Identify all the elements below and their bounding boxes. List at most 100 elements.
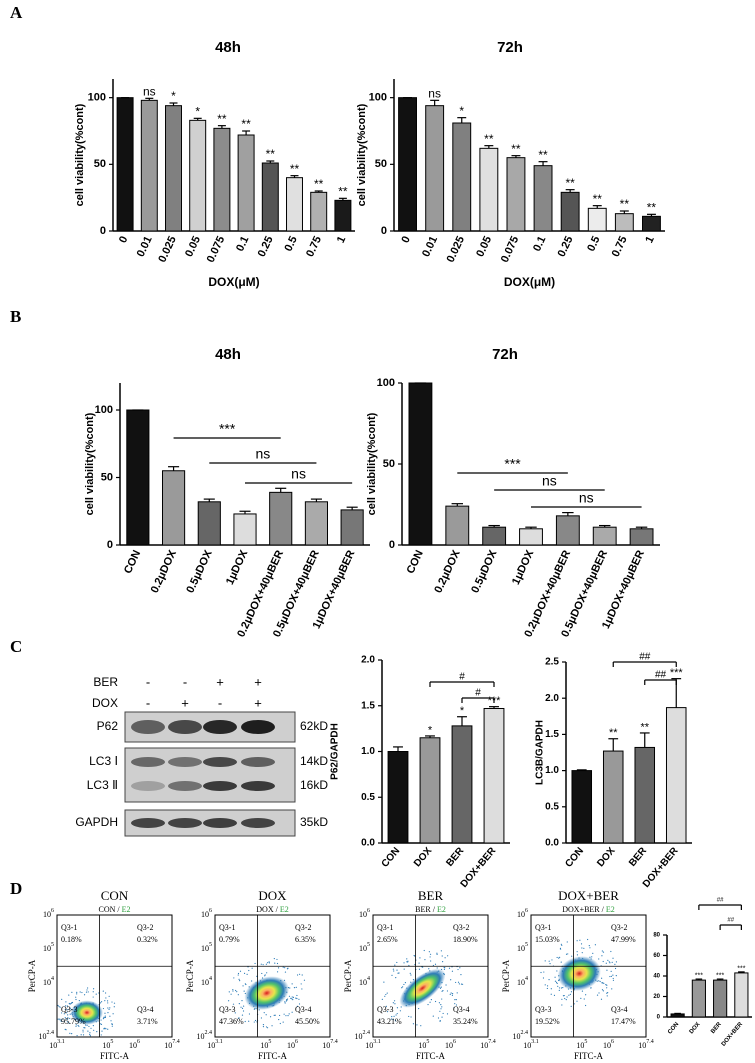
treatment-sign: - (146, 695, 150, 710)
flow-event (67, 1014, 69, 1016)
flow-event (553, 994, 556, 997)
flow-event (432, 1015, 434, 1017)
flow-event (89, 1035, 91, 1037)
quadrant-percent: 2.65% (377, 935, 398, 944)
flow-event (303, 979, 306, 981)
flow-event (271, 1025, 273, 1027)
y-axis-label: PerCP-A (343, 959, 353, 992)
tick-exponent: 5 (367, 942, 370, 948)
x-tick-label: 0.05 (474, 234, 494, 258)
flow-event (392, 968, 395, 970)
flow-event (396, 961, 398, 964)
quadrant-percent: 95.79% (61, 1017, 86, 1026)
tick-exponent: 4 (209, 976, 212, 982)
quadrant-id: Q3-4 (611, 1005, 627, 1014)
tick-base: 10 (207, 1041, 215, 1050)
y-tick-label: 2.0 (361, 655, 375, 666)
tick-exponent: 4 (525, 976, 528, 982)
flow-event (81, 991, 83, 994)
bar (419, 737, 441, 844)
flow-event (589, 947, 591, 949)
flow-event (598, 980, 600, 982)
flow-event (386, 992, 388, 994)
bar (425, 105, 445, 232)
flow-event (460, 983, 463, 985)
flow-event (232, 990, 234, 992)
flow-event (107, 1002, 109, 1004)
flow-event (571, 955, 573, 957)
blot-row-label: LC3 Ⅰ (89, 754, 118, 768)
flow-event (87, 1030, 89, 1032)
x-tick-label: 0.025 (156, 234, 179, 264)
flow-event (408, 1015, 410, 1018)
flow-event (456, 992, 458, 994)
comparison-label: ## (639, 652, 651, 663)
bar (304, 501, 329, 546)
quadrant-id: Q3-3 (219, 1005, 235, 1014)
tick-base: 10 (164, 1041, 172, 1050)
flow-event (548, 960, 550, 962)
flow-event (565, 953, 568, 955)
flow-event (416, 1024, 418, 1026)
x-tick-label: 0 (399, 234, 412, 245)
flow-event (103, 1027, 105, 1030)
x-tick-label: 1 (335, 234, 348, 245)
flow-event (111, 1025, 113, 1027)
flow-event (292, 998, 294, 1001)
y-tick-label: 0.5 (545, 801, 559, 812)
flow-event (450, 992, 452, 994)
y-tick-label: 105 (43, 942, 54, 952)
flow-event (61, 1018, 63, 1020)
quadrant-id: Q3-4 (453, 1005, 469, 1014)
flow-event (438, 1002, 441, 1004)
x-tick-label: 105 (260, 1039, 271, 1049)
flow-event (601, 955, 603, 957)
flow-event (600, 998, 603, 1000)
flow-event (241, 1014, 244, 1016)
bar (116, 97, 134, 232)
significance-label: ** (593, 192, 603, 206)
flow-subtitle: DOX / E2 (256, 905, 288, 914)
treatment-sign: - (218, 695, 222, 710)
comparison-label: ns (291, 466, 306, 482)
tick-exponent: 6 (367, 908, 370, 914)
flow-event (601, 950, 603, 952)
flow-event (102, 1007, 105, 1010)
flow-event (429, 956, 431, 958)
flow-event (579, 939, 581, 941)
flow-event (284, 967, 286, 969)
y-tick-label: 105 (201, 942, 212, 952)
tick-base: 10 (480, 1041, 488, 1050)
flow-event (105, 997, 107, 999)
chart-title: 72h (492, 346, 518, 363)
blot-band (168, 757, 202, 767)
flow-sep: / (433, 905, 436, 914)
flow-event (293, 987, 296, 989)
flow-event (611, 961, 613, 963)
flow-sep: / (602, 905, 605, 914)
blot-band (168, 818, 202, 828)
flow-event (71, 1033, 73, 1035)
flow-event (58, 1005, 60, 1008)
flow-event (444, 957, 446, 959)
quadrant-percent: 18.90% (453, 935, 478, 944)
flow-event (237, 972, 240, 975)
x-tick-label: DOX+BER (721, 1021, 745, 1048)
flow-sep: / (276, 905, 279, 914)
tick-exponent: 3.1 (215, 1039, 223, 1045)
flow-density (399, 968, 446, 1008)
tick-base: 10 (49, 1041, 57, 1050)
flow-event (264, 974, 266, 976)
flow-event (394, 1003, 396, 1005)
flow-event (442, 961, 444, 963)
bar (602, 750, 624, 844)
flow-event (561, 944, 563, 946)
tick-exponent: 2.4 (47, 1030, 55, 1036)
flow-event (560, 943, 562, 945)
tick-exponent: 5 (51, 942, 54, 948)
flow-event (445, 984, 447, 986)
tick-exponent: 6 (209, 908, 212, 914)
flow-event (298, 973, 301, 975)
flow-event (77, 1024, 79, 1027)
flow-event (266, 962, 269, 964)
